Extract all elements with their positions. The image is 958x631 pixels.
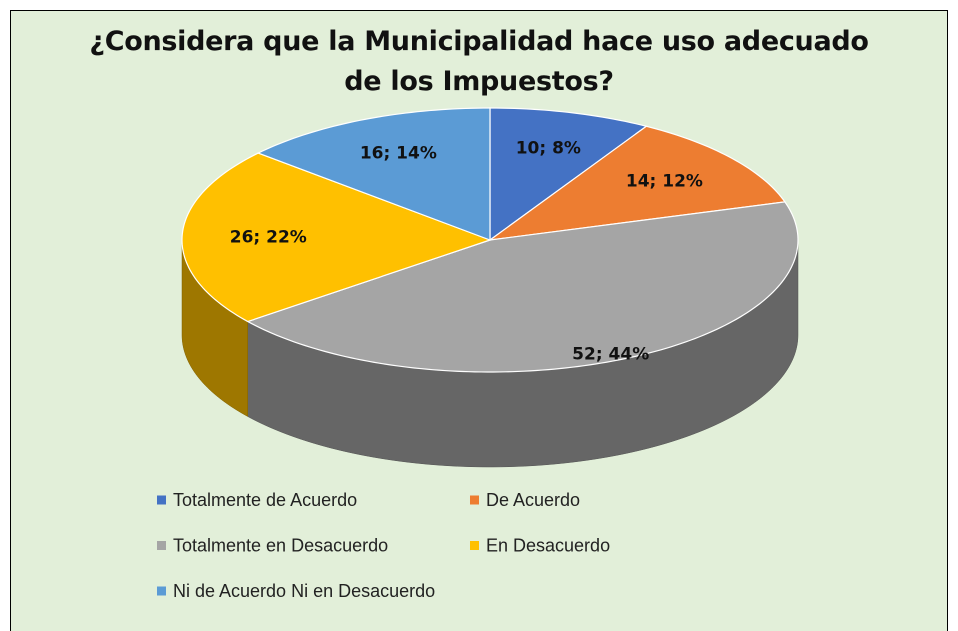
data-label: 26; 22%	[230, 227, 307, 247]
page: 10; 8% 14; 12% 52; 44% 26; 22% 16; 14% Totalm…	[10, 10, 948, 631]
pie-slice	[246, 201, 799, 373]
pie-slice	[489, 107, 648, 242]
data-label: 52; 44%	[572, 345, 649, 365]
legend-marker	[157, 495, 166, 505]
data-label: 16; 14%	[360, 143, 437, 163]
legend-marker	[470, 541, 479, 550]
pie-slice	[256, 107, 491, 241]
legend-label: En Desacuerdo	[486, 535, 610, 555]
pie-slice	[181, 152, 492, 323]
data-label: 10; 8%	[516, 138, 581, 158]
pie-slice	[489, 125, 786, 241]
chart: 10; 8% 14; 12% 52; 44% 26; 22% 16; 14% Totalm…	[157, 107, 799, 601]
legend-marker	[157, 541, 166, 550]
chart-title: ¿Considera que la Municipalidad hace uso…	[89, 26, 869, 97]
legend-label: Totalmente en Desacuerdo	[173, 535, 388, 555]
data-label: 14; 12%	[626, 171, 703, 191]
legend-label: Totalmente de Acuerdo	[173, 490, 357, 510]
legend-marker	[470, 495, 479, 505]
legend-marker	[157, 586, 166, 596]
legend-label: De Acuerdo	[486, 490, 580, 510]
legend-label: Ni de Acuerdo Ni en Desacuerdo	[173, 581, 435, 601]
